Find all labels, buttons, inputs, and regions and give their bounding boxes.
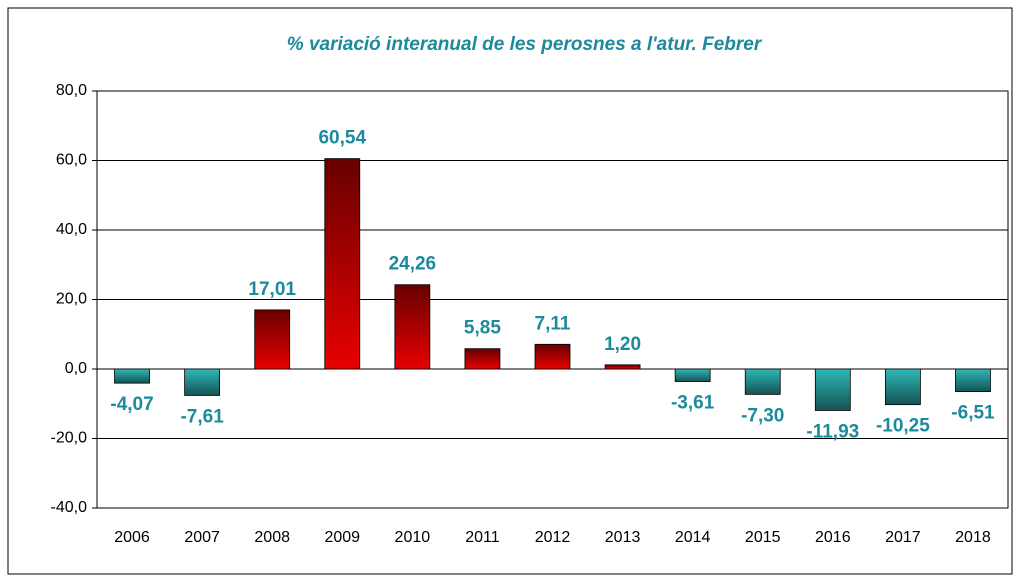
y-tick-label: 40,0 xyxy=(56,221,87,238)
y-tick-label: 60,0 xyxy=(56,152,87,169)
x-tick-label: 2018 xyxy=(955,529,991,546)
x-tick-label: 2015 xyxy=(745,529,781,546)
y-tick-label: 20,0 xyxy=(56,291,87,308)
bar xyxy=(534,343,571,370)
value-label: 1,20 xyxy=(604,334,641,355)
value-label: -7,61 xyxy=(180,406,224,427)
bar xyxy=(394,284,431,370)
x-tick-label: 2007 xyxy=(184,529,220,546)
y-tick-label: 0,0 xyxy=(65,360,87,377)
bar xyxy=(674,368,711,382)
value-label: -6,51 xyxy=(951,403,995,424)
x-tick-label: 2011 xyxy=(465,529,500,546)
x-tick-label: 2010 xyxy=(395,529,431,546)
bar xyxy=(604,364,641,370)
x-tick-label: 2016 xyxy=(815,529,851,546)
value-label: -10,25 xyxy=(876,416,930,437)
value-label: 60,54 xyxy=(318,128,366,149)
bar xyxy=(254,309,291,370)
y-tick-label: 80,0 xyxy=(56,82,87,99)
x-tick-label: 2012 xyxy=(535,529,571,546)
chart-title: % variació interanual de les perosnes a … xyxy=(287,34,763,55)
bar xyxy=(744,368,781,395)
bar xyxy=(884,368,921,406)
value-label: -7,30 xyxy=(741,405,784,426)
bar xyxy=(324,158,361,370)
value-label: -3,61 xyxy=(671,393,715,414)
x-tick-label: 2014 xyxy=(675,529,711,546)
bar xyxy=(114,368,150,384)
x-tick-label: 2017 xyxy=(885,529,921,546)
value-label: 17,01 xyxy=(248,279,296,300)
x-tick-label: 2006 xyxy=(114,529,150,546)
x-tick-label: 2009 xyxy=(324,529,360,546)
x-tick-label: 2008 xyxy=(254,529,290,546)
value-label: 5,85 xyxy=(464,318,501,339)
y-tick-label: -20,0 xyxy=(51,430,88,447)
value-label: -11,93 xyxy=(806,421,859,442)
value-label: -4,07 xyxy=(110,394,153,415)
bar xyxy=(955,368,991,393)
value-label: 24,26 xyxy=(389,254,437,275)
x-tick-label: 2013 xyxy=(605,529,641,546)
value-label: 7,11 xyxy=(535,313,571,334)
bar xyxy=(464,348,501,370)
bar xyxy=(184,368,221,396)
y-tick-label: -40,0 xyxy=(51,499,88,516)
bar xyxy=(814,368,851,411)
